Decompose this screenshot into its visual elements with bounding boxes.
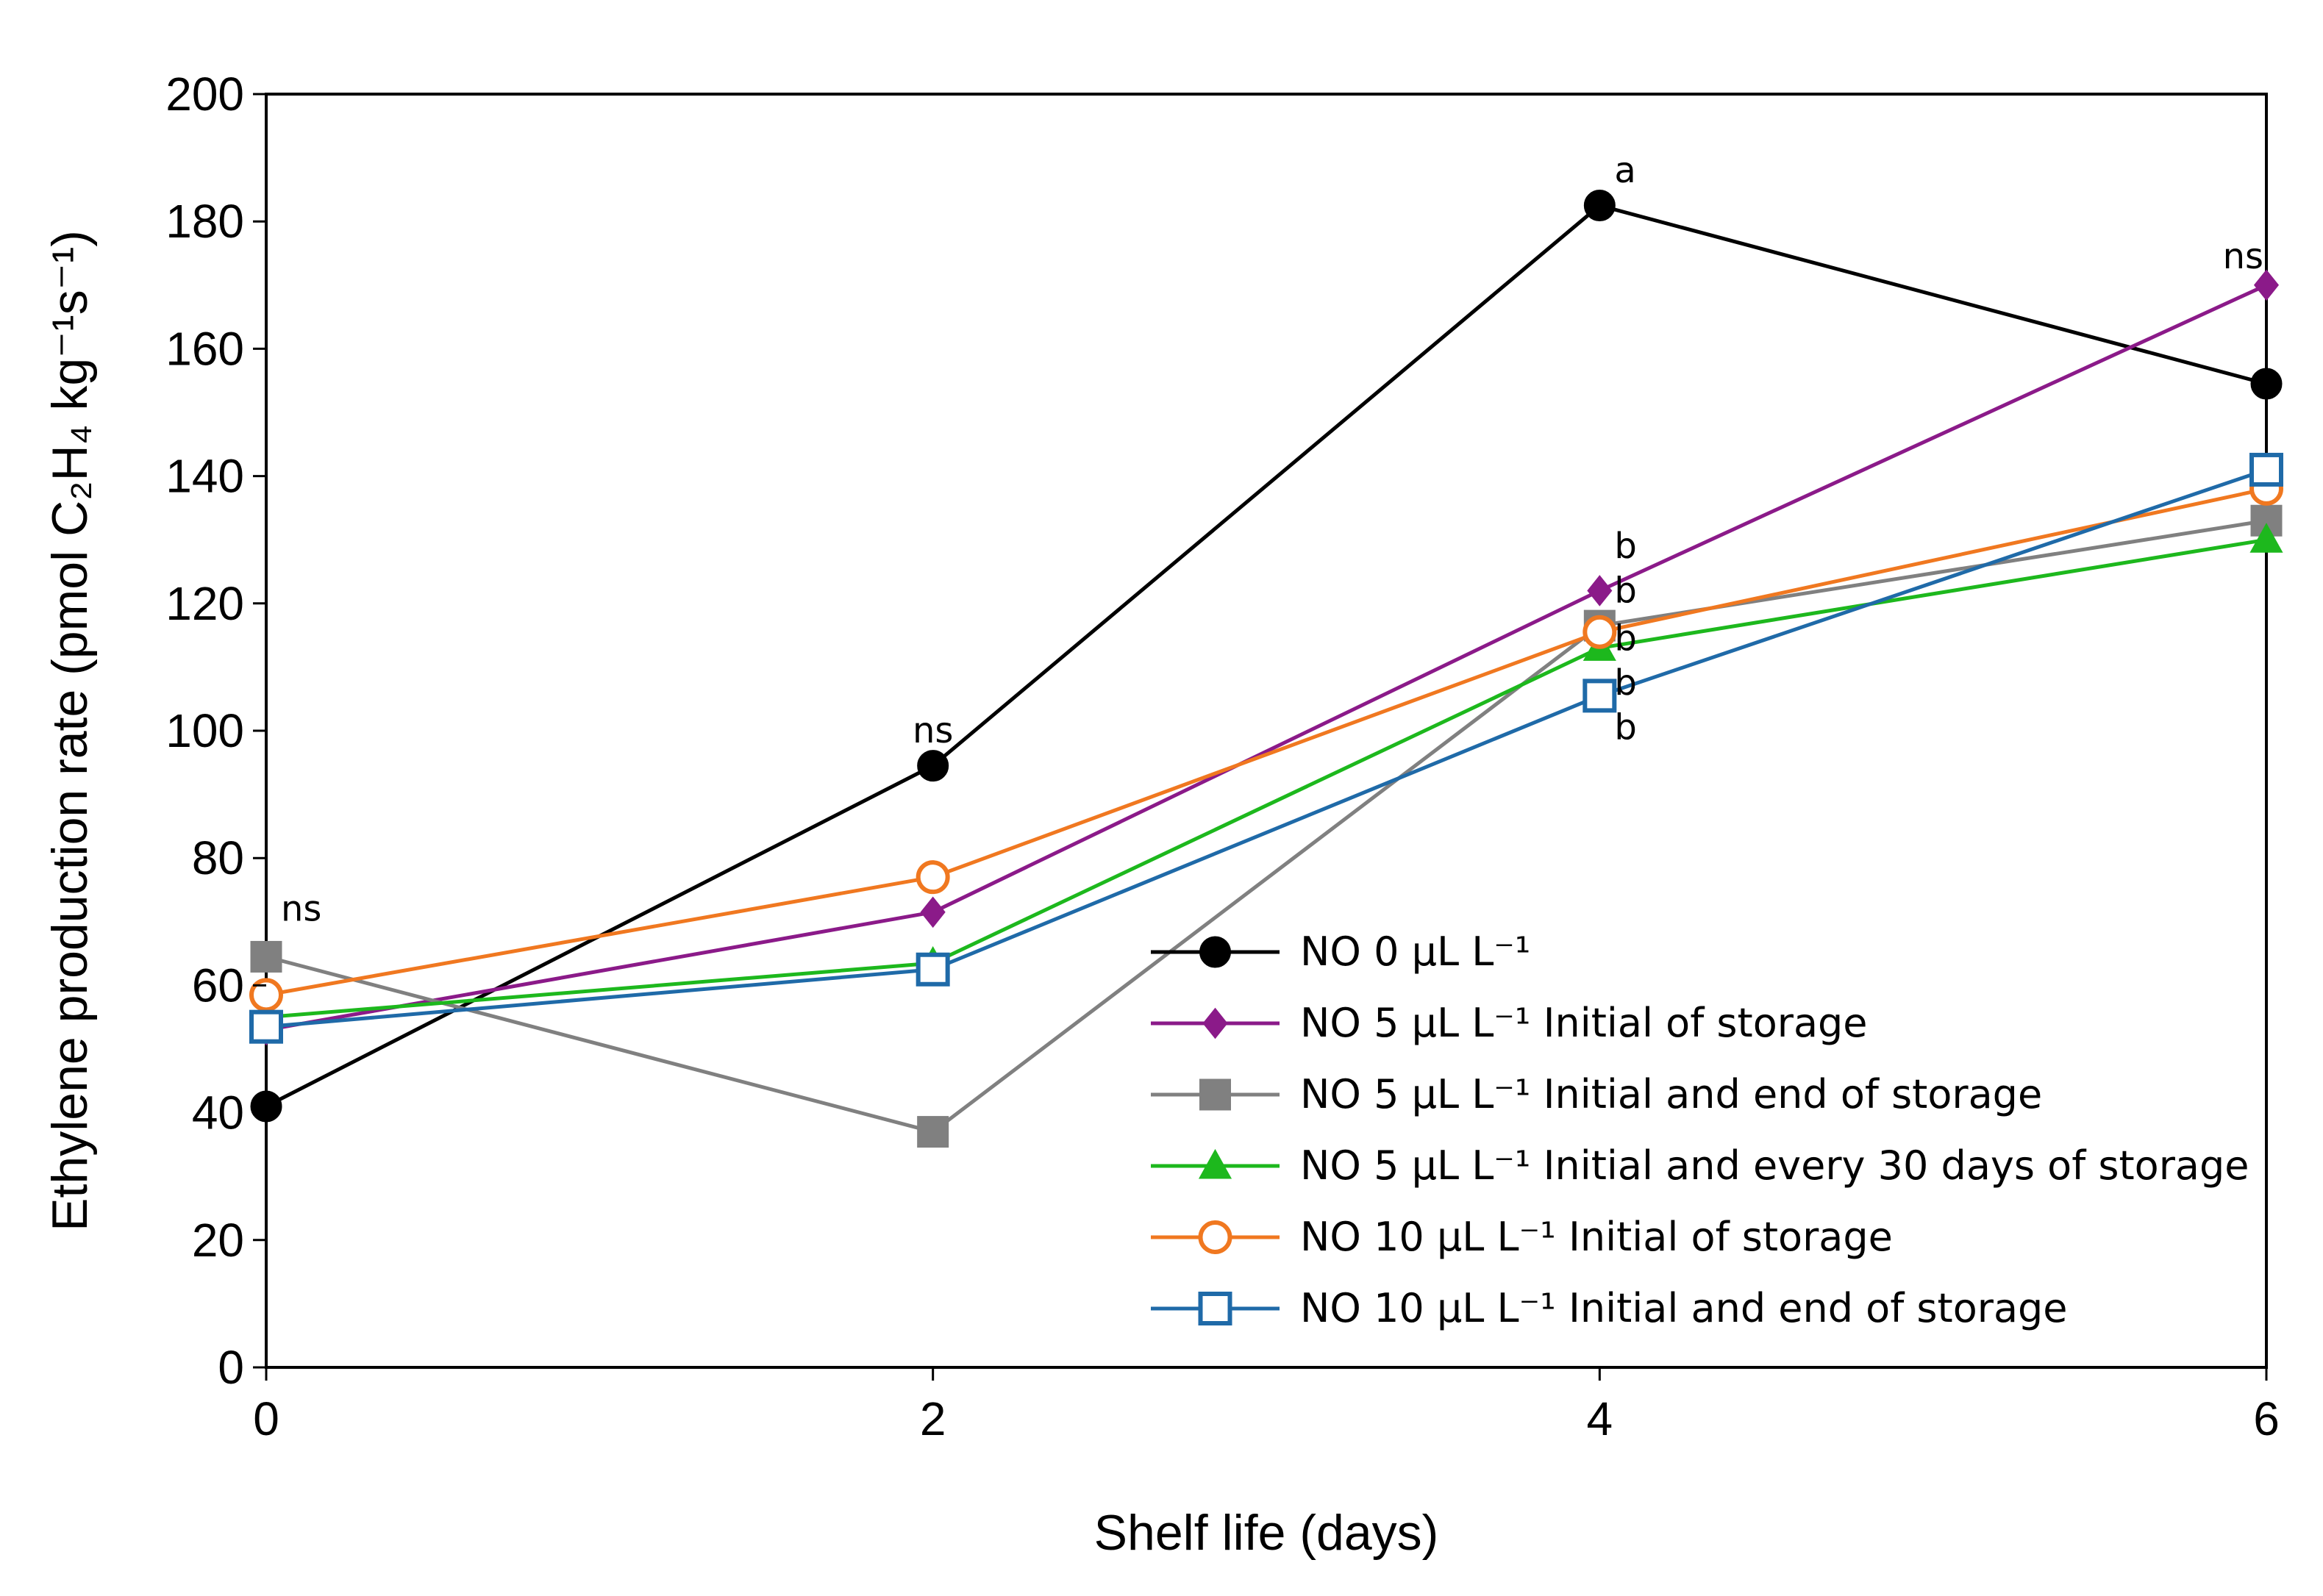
- significance-label: b: [1614, 570, 1636, 611]
- legend-label-6: NO 10 μL L⁻¹ Initial and end of storage: [1300, 1285, 2068, 1331]
- x-tick-label: 2: [920, 1392, 946, 1445]
- significance-label: a: [1614, 150, 1635, 191]
- data-point-s5-3: [1582, 615, 1617, 649]
- significance-label: b: [1614, 662, 1636, 704]
- series-line-3: [265, 518, 2267, 1134]
- series-line-2: [265, 283, 2268, 1032]
- y-tick-label: 160: [165, 322, 244, 375]
- legend-marker-2: [1202, 1007, 1228, 1039]
- y-tick-label: 80: [192, 831, 244, 884]
- data-point-s6-3: [1582, 679, 1617, 713]
- y-tick-label: 140: [165, 450, 244, 503]
- legend-label-4: NO 5 μL L⁻¹ Initial and every 30 days of…: [1300, 1142, 2249, 1189]
- y-tick-label: 100: [165, 704, 244, 757]
- significance-label: b: [1614, 526, 1636, 567]
- y-tick-label: 60: [192, 959, 244, 1012]
- legend-marker-1: [1199, 936, 1231, 968]
- x-tick-label: 4: [1587, 1392, 1613, 1445]
- series-line-1: [265, 204, 2267, 1109]
- legend-label-5: NO 10 μL L⁻¹ Initial of storage: [1300, 1214, 1893, 1260]
- data-point-s4-4: [2249, 523, 2283, 553]
- series-line-4: [265, 537, 2267, 1020]
- series-line-6: [265, 468, 2267, 1029]
- data-point-s5-2: [916, 860, 950, 895]
- legend-marker-4: [1198, 1148, 1232, 1179]
- series-line-5: [265, 487, 2267, 997]
- data-point-s1-3: [1583, 190, 1616, 222]
- data-point-s2-3: [1587, 575, 1613, 606]
- data-point-s2-4: [2253, 269, 2280, 301]
- y-axis-title: Ethylene production rate (pmol C₂H₄ kg⁻¹…: [42, 230, 98, 1231]
- significance-label: ns: [913, 710, 953, 751]
- x-axis-title: Shelf life (days): [1094, 1505, 1439, 1561]
- data-point-s3-2: [917, 1116, 949, 1148]
- y-tick-label: 120: [165, 577, 244, 630]
- x-tick-label: 0: [253, 1392, 279, 1445]
- data-point-s3-1: [250, 940, 282, 973]
- legend-marker-6: [1198, 1292, 1232, 1325]
- significance-label: b: [1614, 618, 1636, 659]
- legend-label-1: NO 0 μL L⁻¹: [1300, 928, 1530, 975]
- y-tick-label: 20: [192, 1214, 244, 1267]
- y-tick-label: 0: [218, 1341, 244, 1394]
- data-point-s6-2: [916, 952, 950, 987]
- y-tick-label: 200: [165, 68, 244, 121]
- data-point-s6-1: [249, 1009, 283, 1044]
- significance-label: b: [1614, 707, 1636, 748]
- data-point-s5-1: [249, 978, 283, 1012]
- y-tick-label: 180: [165, 195, 244, 248]
- data-point-s1-2: [917, 750, 949, 782]
- data-point-s6-4: [2249, 452, 2283, 487]
- legend-marker-3: [1199, 1078, 1231, 1111]
- data-point-s1-1: [250, 1090, 282, 1123]
- significance-label: ns: [2223, 236, 2263, 277]
- data-point-s2-2: [920, 896, 946, 928]
- legend-label-3: NO 5 μL L⁻¹ Initial and end of storage: [1300, 1071, 2042, 1117]
- significance-label: ns: [281, 888, 321, 929]
- legend-marker-5: [1198, 1220, 1232, 1254]
- y-tick-label: 40: [192, 1087, 244, 1139]
- x-tick-label: 6: [2253, 1392, 2280, 1445]
- legend-label-2: NO 5 μL L⁻¹ Initial of storage: [1300, 1000, 1868, 1046]
- data-point-s1-4: [2250, 368, 2283, 400]
